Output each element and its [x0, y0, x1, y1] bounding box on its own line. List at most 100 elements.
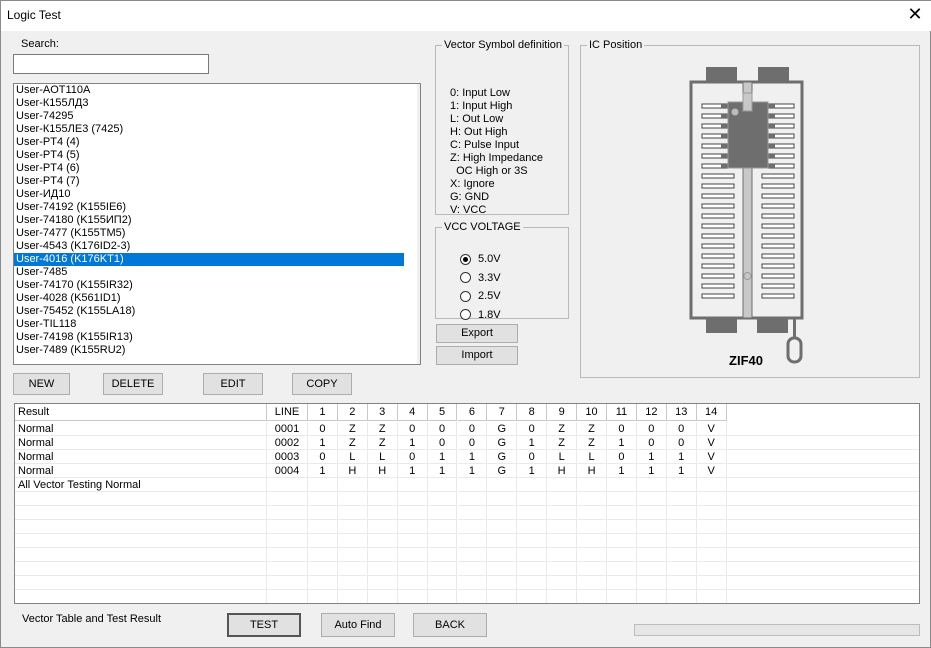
- empty-cell: [367, 534, 398, 548]
- radio-indicator[interactable]: [460, 290, 471, 302]
- table-cell: L: [547, 450, 578, 464]
- list-item[interactable]: User-К155ЛД3: [16, 97, 89, 109]
- ic-position-group: IC Position: [580, 39, 920, 378]
- empty-cell: [308, 576, 338, 590]
- test-button[interactable]: TEST: [227, 613, 301, 637]
- vcc-option-radio[interactable]: 1.8V: [460, 309, 501, 321]
- socket-slot-right: [761, 173, 795, 179]
- empty-cell: [337, 562, 368, 576]
- table-cell: [636, 478, 667, 492]
- column-header: 1: [308, 404, 338, 421]
- socket-lever: [793, 318, 796, 340]
- empty-cell: [547, 534, 578, 548]
- radio-indicator[interactable]: [460, 253, 471, 265]
- socket-slot-left: [701, 203, 735, 209]
- empty-cell: [607, 548, 637, 562]
- list-item[interactable]: User-75452 (K155LA18): [16, 305, 136, 317]
- device-list[interactable]: User-AOT110A User-К155ЛД3 User-74295 User-К…: [13, 83, 421, 365]
- table-cell: Z: [337, 422, 368, 436]
- empty-cell: [457, 576, 488, 590]
- socket-slot-right: [761, 203, 795, 209]
- list-item[interactable]: User-PT4 (6): [16, 162, 80, 174]
- socket-slot-left: [701, 273, 735, 279]
- empty-cell: [487, 492, 518, 506]
- zif-socket-diagram: ZIF40: [689, 67, 804, 368]
- back-button[interactable]: BACK: [413, 613, 487, 637]
- list-item[interactable]: User-7477 (K155TM5): [16, 227, 126, 239]
- table-cell: G: [487, 422, 518, 436]
- empty-cell: [517, 590, 548, 603]
- edit-button[interactable]: EDIT: [203, 373, 263, 395]
- empty-cell: [727, 590, 919, 603]
- socket-slot-left: [701, 193, 735, 199]
- empty-cell: [308, 590, 338, 603]
- empty-cell: [338, 590, 368, 603]
- vcc-option-radio[interactable]: 2.5V: [460, 290, 501, 302]
- list-item[interactable]: User-74180 (K155ИП2): [16, 214, 132, 226]
- empty-cell: [577, 590, 607, 603]
- search-input[interactable]: [13, 54, 209, 74]
- vector-table[interactable]: Result LINE 1 2 3 4 5 6 7 8 9 10 11 12 13 14 Normal 0001 0…: [14, 403, 920, 604]
- list-item[interactable]: User-4028 (K561ID1): [16, 292, 121, 304]
- list-item[interactable]: User-TIL118: [16, 318, 77, 330]
- empty-cell: [427, 548, 458, 562]
- table-cell: V: [696, 464, 727, 478]
- empty-cell: [15, 590, 267, 603]
- list-item[interactable]: User-PT4 (5): [16, 149, 80, 161]
- list-item[interactable]: User-PT4 (7): [16, 175, 80, 187]
- empty-cell: [487, 548, 518, 562]
- list-item[interactable]: User-4543 (K176ID2-3): [16, 240, 131, 252]
- empty-cell: [427, 534, 458, 548]
- socket-center-bar: [742, 81, 753, 319]
- list-item[interactable]: User-7489 (K155RU2): [16, 344, 126, 356]
- empty-cell: [367, 492, 398, 506]
- empty-cell: [337, 520, 368, 534]
- empty-cell: [696, 534, 727, 548]
- empty-cell: [726, 478, 919, 492]
- radio-indicator[interactable]: [460, 272, 471, 283]
- list-item[interactable]: User-74295: [16, 110, 74, 122]
- export-button[interactable]: Export: [436, 324, 518, 343]
- empty-cell: [397, 562, 428, 576]
- list-item[interactable]: User-74192 (K155IE6): [16, 201, 127, 213]
- empty-cell: [726, 422, 919, 436]
- socket-slot-right: [761, 243, 795, 249]
- vcc-option-label: 2.5V: [478, 290, 501, 302]
- table-cell: V: [696, 450, 727, 464]
- empty-cell: [308, 548, 338, 562]
- table-cell: 0: [397, 422, 428, 436]
- table-cell: L: [367, 450, 398, 464]
- socket-slot-left: [701, 233, 735, 239]
- list-item[interactable]: User-К155ЛЕ3 (7425): [16, 123, 124, 135]
- column-header: 9: [547, 404, 578, 421]
- auto-find-button[interactable]: Auto Find: [321, 613, 395, 637]
- empty-cell: [696, 548, 727, 562]
- list-item[interactable]: User-4016 (K176KT1): [14, 253, 404, 266]
- vcc-option-radio[interactable]: 3.3V: [460, 272, 501, 284]
- empty-cell: [427, 520, 458, 534]
- table-cell: Normal: [15, 422, 267, 436]
- delete-button[interactable]: DELETE: [103, 373, 163, 395]
- list-scrollbar[interactable]: [417, 84, 420, 364]
- list-item[interactable]: User-AOT110A: [16, 84, 91, 96]
- empty-cell: [267, 562, 308, 576]
- vcc-option-radio[interactable]: 5.0V: [460, 253, 501, 265]
- list-item[interactable]: User-7485: [16, 266, 68, 278]
- empty-cell: [367, 506, 398, 520]
- empty-cell: [397, 534, 428, 548]
- list-item[interactable]: User-74198 (K155IR13): [16, 331, 133, 343]
- socket-slot-right: [761, 233, 795, 239]
- empty-cell: [696, 520, 727, 534]
- radio-indicator[interactable]: [460, 309, 471, 320]
- copy-button[interactable]: COPY: [292, 373, 352, 395]
- list-item[interactable]: User-ИД10: [16, 188, 71, 200]
- empty-cell: [666, 520, 697, 534]
- table-cell: 0: [607, 450, 637, 464]
- empty-cell: [607, 520, 637, 534]
- list-item[interactable]: User-PT4 (4): [16, 136, 80, 148]
- new-button[interactable]: NEW: [13, 373, 70, 395]
- import-button[interactable]: Import: [436, 346, 518, 365]
- table-cell: H: [337, 464, 368, 478]
- close-icon[interactable]: ✕: [907, 4, 923, 24]
- list-item[interactable]: User-74170 (K155IR32): [16, 279, 133, 291]
